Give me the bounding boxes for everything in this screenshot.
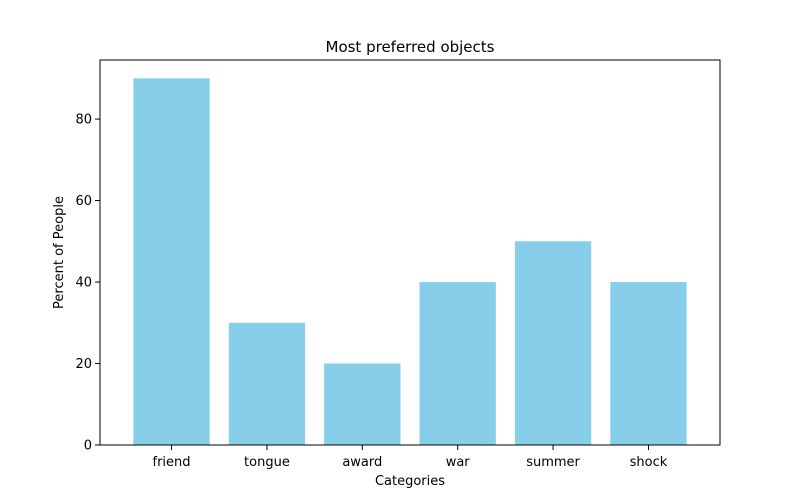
x-tick-label: war <box>446 455 471 470</box>
x-axis-label: Categories <box>375 474 445 489</box>
x-tick-label: award <box>342 455 382 470</box>
x-tick-label: shock <box>630 455 668 470</box>
y-tick-label: 80 <box>75 113 92 128</box>
bar-friend <box>133 78 210 445</box>
bar-shock <box>610 282 687 445</box>
chart-title: Most preferred objects <box>326 38 495 56</box>
x-tick-label: tongue <box>244 455 290 470</box>
y-tick-label: 20 <box>75 357 92 372</box>
bar-war <box>419 282 496 445</box>
bar-summer <box>514 241 592 445</box>
y-tick-label: 40 <box>75 276 92 291</box>
bars-group <box>133 78 687 445</box>
y-tick-label: 60 <box>75 194 92 209</box>
bar-award <box>324 363 401 445</box>
bar-tongue <box>228 322 306 445</box>
y-axis-ticks: 0 20 40 60 80 <box>75 113 100 454</box>
x-tick-label: friend <box>153 455 191 470</box>
y-tick-label: 0 <box>84 439 92 454</box>
y-axis-label: Percent of People <box>52 196 67 309</box>
x-tick-label: summer <box>526 455 580 470</box>
plot-frame <box>99 59 721 446</box>
x-axis-ticks: friend tongue award war summer shock <box>153 445 668 470</box>
